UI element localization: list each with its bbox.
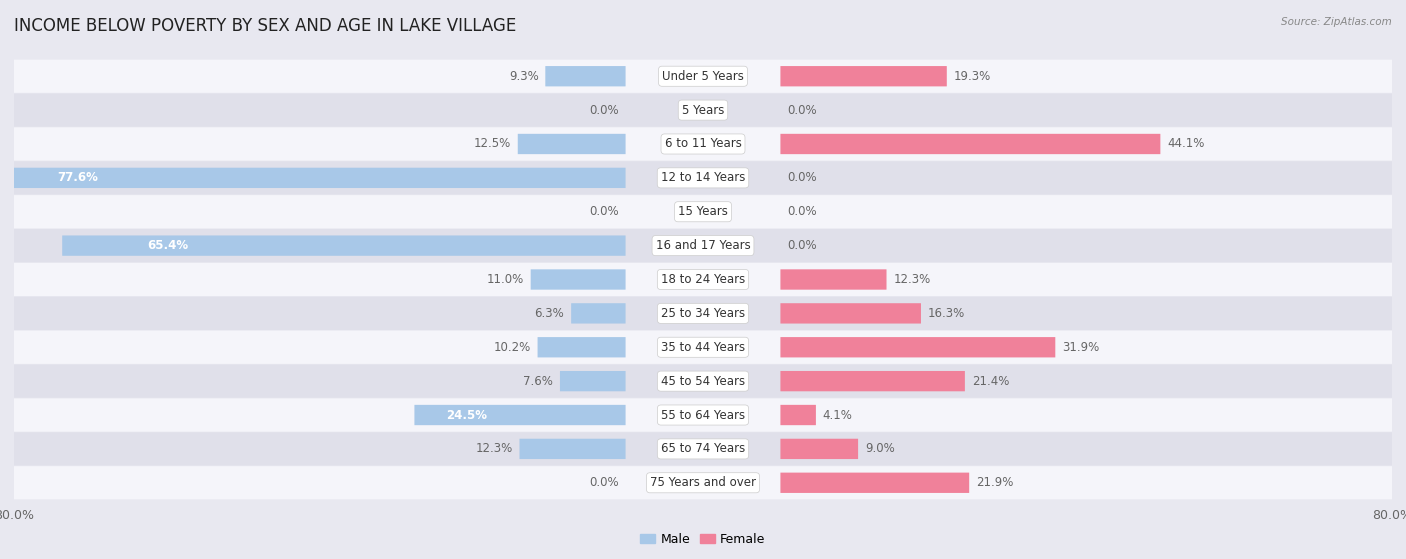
FancyBboxPatch shape (519, 439, 626, 459)
FancyBboxPatch shape (780, 269, 887, 290)
Text: 19.3%: 19.3% (953, 70, 991, 83)
Text: 25 to 34 Years: 25 to 34 Years (661, 307, 745, 320)
FancyBboxPatch shape (780, 66, 946, 87)
FancyBboxPatch shape (14, 432, 1392, 466)
FancyBboxPatch shape (14, 229, 1392, 262)
Legend: Male, Female: Male, Female (636, 528, 770, 551)
Text: 7.6%: 7.6% (523, 375, 553, 387)
Text: 4.1%: 4.1% (823, 409, 852, 421)
FancyBboxPatch shape (546, 66, 626, 87)
Text: 11.0%: 11.0% (486, 273, 524, 286)
Text: 18 to 24 Years: 18 to 24 Years (661, 273, 745, 286)
FancyBboxPatch shape (780, 472, 969, 493)
FancyBboxPatch shape (14, 466, 1392, 499)
FancyBboxPatch shape (780, 439, 858, 459)
FancyBboxPatch shape (530, 269, 626, 290)
Text: 16.3%: 16.3% (928, 307, 965, 320)
Text: 0.0%: 0.0% (787, 103, 817, 117)
Text: 35 to 44 Years: 35 to 44 Years (661, 341, 745, 354)
FancyBboxPatch shape (0, 168, 626, 188)
FancyBboxPatch shape (62, 235, 626, 256)
FancyBboxPatch shape (517, 134, 626, 154)
Text: 21.4%: 21.4% (972, 375, 1010, 387)
Text: INCOME BELOW POVERTY BY SEX AND AGE IN LAKE VILLAGE: INCOME BELOW POVERTY BY SEX AND AGE IN L… (14, 17, 516, 35)
Text: 0.0%: 0.0% (589, 205, 619, 218)
FancyBboxPatch shape (14, 364, 1392, 398)
FancyBboxPatch shape (14, 297, 1392, 330)
FancyBboxPatch shape (780, 371, 965, 391)
FancyBboxPatch shape (415, 405, 626, 425)
Text: 0.0%: 0.0% (589, 103, 619, 117)
Text: 75 Years and over: 75 Years and over (650, 476, 756, 489)
Text: 10.2%: 10.2% (494, 341, 531, 354)
Text: 24.5%: 24.5% (446, 409, 486, 421)
FancyBboxPatch shape (14, 161, 1392, 195)
Text: 12 to 14 Years: 12 to 14 Years (661, 172, 745, 184)
FancyBboxPatch shape (780, 405, 815, 425)
Text: 65.4%: 65.4% (146, 239, 188, 252)
FancyBboxPatch shape (537, 337, 626, 357)
Text: 65 to 74 Years: 65 to 74 Years (661, 442, 745, 456)
Text: 44.1%: 44.1% (1167, 138, 1205, 150)
Text: 0.0%: 0.0% (589, 476, 619, 489)
FancyBboxPatch shape (14, 263, 1392, 296)
FancyBboxPatch shape (14, 399, 1392, 432)
FancyBboxPatch shape (14, 127, 1392, 160)
Text: 5 Years: 5 Years (682, 103, 724, 117)
Text: 12.3%: 12.3% (893, 273, 931, 286)
FancyBboxPatch shape (571, 303, 626, 324)
Text: Under 5 Years: Under 5 Years (662, 70, 744, 83)
Text: 77.6%: 77.6% (58, 172, 98, 184)
Text: Source: ZipAtlas.com: Source: ZipAtlas.com (1281, 17, 1392, 27)
FancyBboxPatch shape (14, 331, 1392, 364)
Text: 55 to 64 Years: 55 to 64 Years (661, 409, 745, 421)
Text: 0.0%: 0.0% (787, 239, 817, 252)
FancyBboxPatch shape (14, 93, 1392, 127)
Text: 15 Years: 15 Years (678, 205, 728, 218)
FancyBboxPatch shape (14, 195, 1392, 228)
FancyBboxPatch shape (780, 303, 921, 324)
Text: 0.0%: 0.0% (787, 172, 817, 184)
Text: 31.9%: 31.9% (1062, 341, 1099, 354)
Text: 12.5%: 12.5% (474, 138, 510, 150)
FancyBboxPatch shape (560, 371, 626, 391)
Text: 6.3%: 6.3% (534, 307, 564, 320)
FancyBboxPatch shape (14, 60, 1392, 93)
FancyBboxPatch shape (780, 134, 1160, 154)
Text: 9.3%: 9.3% (509, 70, 538, 83)
Text: 0.0%: 0.0% (787, 205, 817, 218)
Text: 9.0%: 9.0% (865, 442, 894, 456)
Text: 21.9%: 21.9% (976, 476, 1014, 489)
Text: 45 to 54 Years: 45 to 54 Years (661, 375, 745, 387)
FancyBboxPatch shape (780, 337, 1056, 357)
Text: 12.3%: 12.3% (475, 442, 513, 456)
Text: 6 to 11 Years: 6 to 11 Years (665, 138, 741, 150)
Text: 16 and 17 Years: 16 and 17 Years (655, 239, 751, 252)
